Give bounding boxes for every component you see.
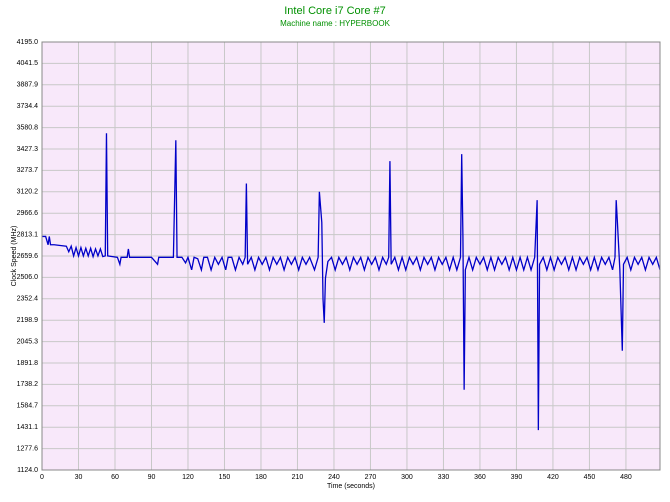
chart-title: Intel Core i7 Core #7: [284, 5, 386, 17]
y-tick-label: 1738.2: [17, 381, 39, 388]
x-tick-label: 390: [511, 474, 523, 481]
y-tick-label: 3734.4: [17, 103, 39, 110]
y-tick-label: 3580.8: [17, 124, 39, 131]
x-tick-label: 270: [365, 474, 377, 481]
y-tick-label: 4195.0: [17, 39, 39, 46]
y-tick-label: 1431.1: [17, 424, 39, 431]
x-tick-label: 180: [255, 474, 267, 481]
data-line: [42, 133, 661, 431]
x-tick-label: 120: [182, 474, 194, 481]
x-tick-label: 0: [40, 474, 44, 481]
x-tick-label: 210: [292, 474, 304, 481]
y-tick-label: 3887.9: [17, 82, 39, 89]
x-tick-label: 360: [474, 474, 486, 481]
x-tick-label: 420: [547, 474, 559, 481]
y-tick-label: 1584.7: [17, 403, 39, 410]
y-tick-label: 2198.9: [17, 317, 39, 324]
y-tick-label: 2506.0: [17, 274, 39, 281]
y-tick-label: 4041.5: [17, 60, 39, 67]
x-tick-label: 150: [219, 474, 231, 481]
x-tick-label: 240: [328, 474, 340, 481]
x-tick-label: 30: [75, 474, 83, 481]
y-tick-label: 2813.1: [17, 231, 39, 238]
y-tick-label: 2352.4: [17, 296, 39, 303]
x-tick-label: 60: [111, 474, 119, 481]
x-tick-label: 330: [438, 474, 450, 481]
y-tick-label: 2659.6: [17, 253, 39, 260]
y-tick-label: 1891.8: [17, 360, 39, 367]
y-tick-label: 2966.6: [17, 210, 39, 217]
x-tick-label: 480: [620, 474, 632, 481]
plot-border: [41, 41, 661, 471]
x-tick-label: 450: [584, 474, 596, 481]
y-tick-label: 2045.3: [17, 338, 39, 345]
y-tick-label: 1277.6: [17, 445, 39, 452]
y-tick-label: 3273.7: [17, 167, 39, 174]
x-tick-label: 90: [148, 474, 156, 481]
chart-subtitle: Machine name : HYPERBOOK: [280, 19, 390, 28]
x-tick-label: 300: [401, 474, 413, 481]
y-tick-label: 3427.3: [17, 146, 39, 153]
y-axis-label: Clock Speed (MHz): [11, 226, 18, 287]
y-tick-label: 1124.0: [17, 467, 38, 474]
x-axis-label: Time (seconds): [327, 483, 375, 490]
y-tick-label: 3120.2: [17, 189, 39, 196]
